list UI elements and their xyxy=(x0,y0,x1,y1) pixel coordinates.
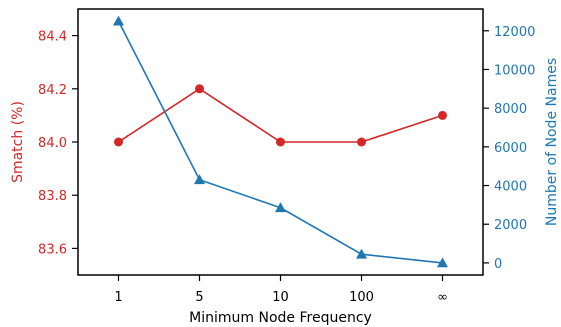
y-left-tick-label: 83.6 xyxy=(38,242,67,257)
data-point xyxy=(438,110,447,120)
data-point xyxy=(437,257,448,268)
data-point xyxy=(357,137,366,147)
y-left-tick-label: 84.0 xyxy=(38,136,67,151)
data-point xyxy=(195,84,204,94)
y-right-tick-label: 8000 xyxy=(494,102,527,117)
x-tick-label: 1 xyxy=(114,290,122,305)
y-right-tick-label: 4000 xyxy=(494,180,527,195)
y-axis-left: 83.6 83.8 84.0 84.2 84.4 xyxy=(38,30,78,257)
x-axis-label: Minimum Node Frequency xyxy=(189,310,372,326)
y-right-tick-label: 10000 xyxy=(494,63,535,78)
series-layer xyxy=(113,15,448,268)
y-axis-left-label: Smatch (%) xyxy=(10,101,26,183)
x-axis: 1 5 10 100 ∞ xyxy=(114,275,448,305)
data-point xyxy=(276,137,285,147)
x-tick-label: ∞ xyxy=(437,290,448,305)
data-point xyxy=(275,202,286,213)
y-left-tick-label: 84.2 xyxy=(38,83,67,98)
x-tick-label: 5 xyxy=(195,290,203,305)
y-right-tick-label: 0 xyxy=(494,257,502,272)
data-point xyxy=(194,174,205,185)
data-point xyxy=(356,248,367,259)
x-tick-label: 100 xyxy=(349,290,374,305)
y-right-tick-label: 2000 xyxy=(494,218,527,233)
y-axis-right-label: Number of Node Names xyxy=(544,58,560,226)
x-tick-label: 10 xyxy=(272,290,289,305)
data-point xyxy=(113,15,124,26)
y-axis-right: 0 2000 4000 6000 8000 10000 12000 xyxy=(483,25,535,272)
data-point xyxy=(114,137,123,147)
y-left-tick-label: 84.4 xyxy=(38,30,67,45)
y-left-tick-label: 83.8 xyxy=(38,189,67,204)
y-right-tick-label: 6000 xyxy=(494,141,527,156)
y-right-tick-label: 12000 xyxy=(494,25,535,40)
